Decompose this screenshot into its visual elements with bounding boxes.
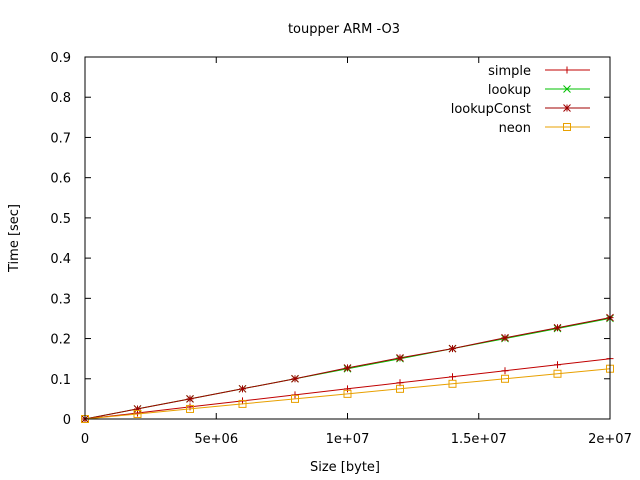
point-marker [396, 384, 404, 393]
point-marker [553, 323, 562, 332]
legend-label: lookupConst [451, 102, 531, 117]
point-marker [291, 394, 299, 403]
point-marker [396, 354, 404, 362]
legend-item: neon [499, 121, 590, 136]
legend-label: lookup [488, 83, 531, 98]
point-marker [553, 369, 562, 378]
point-marker [554, 361, 561, 369]
legend-label: simple [488, 64, 531, 79]
point-marker [133, 409, 142, 418]
point-marker [449, 373, 456, 381]
plot-frame [84, 56, 611, 420]
point-marker [343, 364, 352, 372]
y-tick-label: 0.4 [50, 252, 71, 267]
point-marker [133, 405, 142, 413]
y-tick-label: 0.9 [50, 51, 71, 66]
x-tick-label: 1.5e+07 [451, 432, 507, 447]
y-tick-label: 0.8 [50, 91, 71, 106]
x-tick-label: 0 [81, 432, 89, 447]
x-tick-label: 2e+07 [588, 432, 632, 447]
series-line [84, 368, 611, 420]
point-marker [563, 104, 571, 112]
point-marker [501, 333, 509, 342]
point-marker [291, 374, 299, 383]
y-tick-label: 0.6 [50, 172, 71, 187]
y-tick-label: 0 [63, 413, 71, 428]
y-tick-label: 0.5 [50, 212, 71, 227]
legend-label: neon [499, 121, 531, 136]
point-marker [186, 404, 194, 413]
series-lookupConst [81, 313, 614, 423]
x-axis-label: Size [byte] [310, 460, 380, 475]
point-marker [501, 367, 509, 375]
point-marker [448, 379, 457, 388]
point-marker [238, 399, 247, 408]
point-marker [563, 66, 571, 74]
x-tick-label: 1e+07 [326, 432, 370, 447]
legend: simple lookup lookupConst neon [451, 64, 590, 136]
y-tick-label: 0.1 [50, 373, 71, 388]
legend-item: lookup [488, 83, 590, 98]
point-marker [563, 85, 571, 93]
point-marker [448, 344, 457, 353]
point-marker [563, 123, 571, 131]
point-marker [343, 389, 352, 398]
legend-item: simple [488, 64, 590, 79]
point-marker [238, 384, 247, 393]
point-marker [291, 391, 299, 399]
y-tick-label: 0.7 [50, 131, 71, 146]
point-marker [501, 374, 509, 383]
y-axis-label: Time [sec] [7, 204, 22, 273]
y-tick-label: 0.2 [50, 333, 71, 348]
chart-title: toupper ARM -O3 [288, 22, 400, 37]
y-tick-label: 0.3 [50, 292, 71, 307]
x-tick-label: 5e+06 [194, 432, 238, 447]
point-marker [344, 385, 351, 393]
point-marker [186, 395, 194, 403]
legend-item: lookupConst [451, 102, 590, 117]
